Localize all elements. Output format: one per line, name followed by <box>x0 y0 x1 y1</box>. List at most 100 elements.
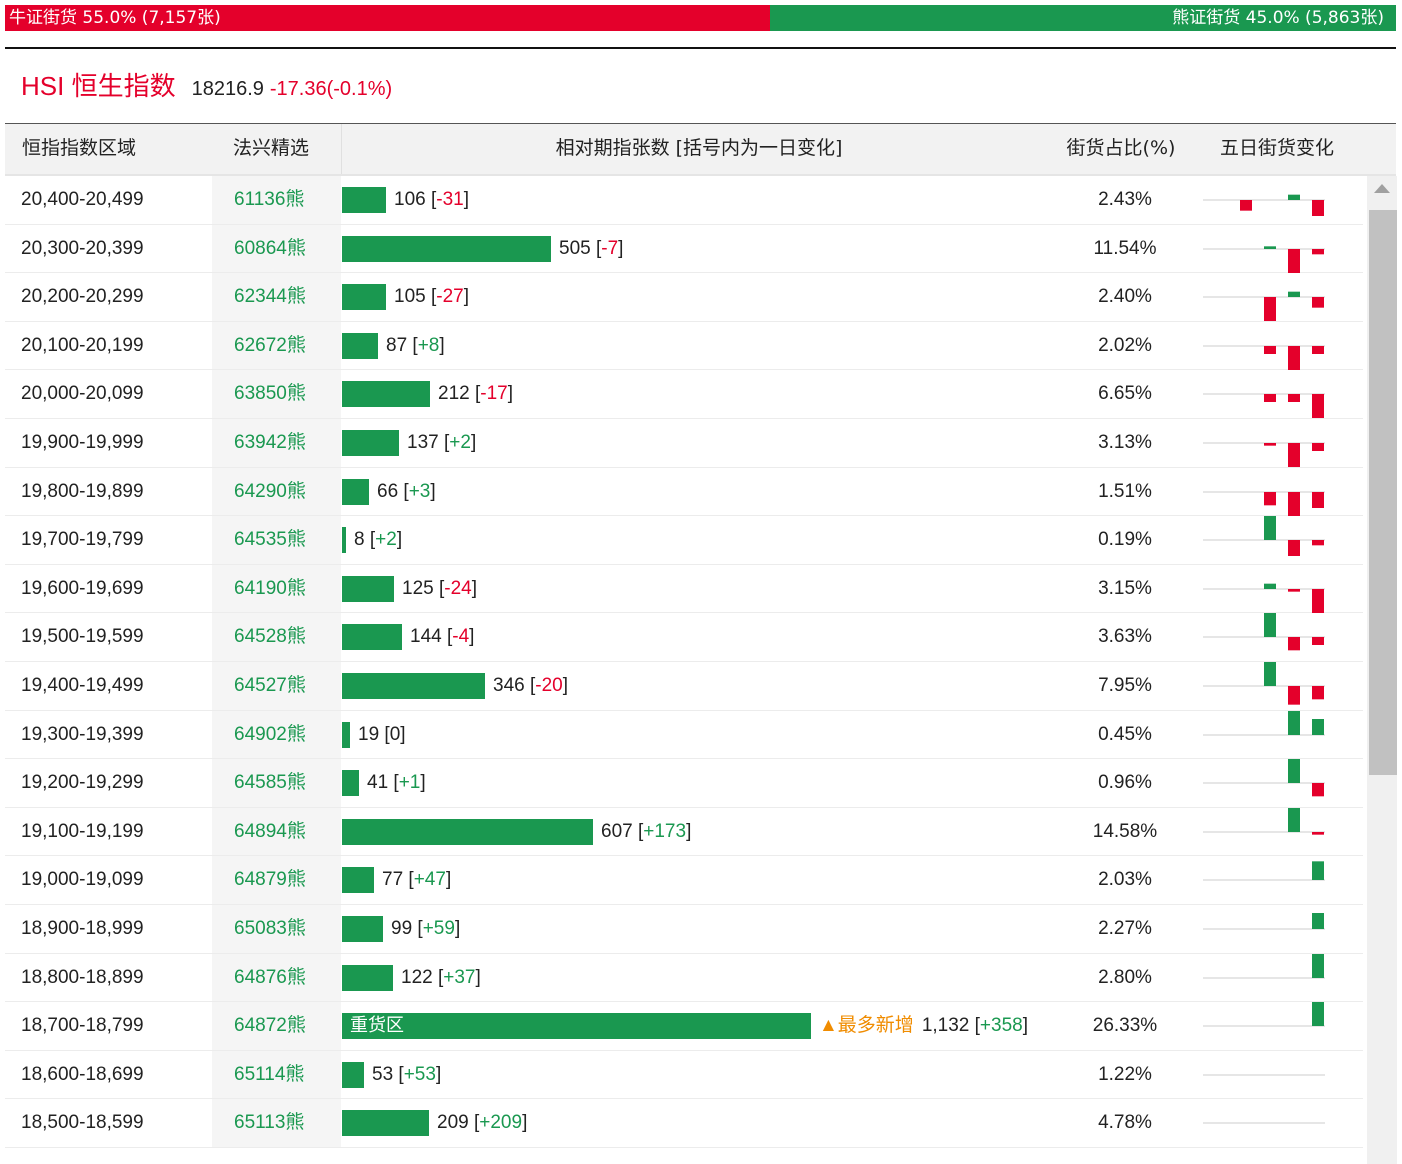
table-row: 18,700-18,799 64872熊 重货区 ▲最多新增 1,132 [+358] 2… <box>5 1002 1363 1051</box>
table-row: 20,000-20,099 63850熊 212 [-17] 6.65% <box>5 370 1363 419</box>
table-row: 19,000-19,099 64879熊 77 [+47] 2.03% <box>5 856 1363 905</box>
contract-count-text: ▲最多新增 1,132 [+358] <box>819 1015 1028 1037</box>
table-row: 20,200-20,299 62344熊 105 [-27] 2.40% <box>5 273 1363 322</box>
contract-count-value: 137 <box>407 431 439 453</box>
five-day-change-sparkline <box>1203 710 1325 736</box>
pick-cell-background <box>212 516 341 564</box>
sparkline-bar <box>1312 588 1324 613</box>
sparkline-bar <box>1264 245 1276 249</box>
five-day-change-sparkline <box>1203 759 1325 797</box>
header-share-percent: 街货占比(%) <box>1066 137 1176 159</box>
share-percent-cell: 4.78% <box>1098 1112 1152 1134</box>
contract-count-value: 19 <box>358 723 380 745</box>
bull-warrant-segment: 牛证街货 55.0% (7,157张) <box>5 5 770 31</box>
index-range-cell: 19,000-19,099 <box>21 869 144 891</box>
sparkline-bar <box>1312 540 1324 546</box>
scroll-up-arrow-icon[interactable] <box>1374 184 1390 193</box>
one-day-change-value: -7 <box>601 237 619 259</box>
index-header: HSI 恒生指数 18216.9 -17.36(-0.1%) <box>21 66 392 106</box>
warrant-code-link[interactable]: 61136熊 <box>234 189 305 210</box>
share-percent-cell: 26.33% <box>1092 1015 1158 1037</box>
five-day-change-sparkline <box>1203 516 1325 557</box>
share-percent-cell: 2.03% <box>1098 869 1152 891</box>
one-day-change-value: +1 <box>398 772 421 794</box>
five-day-change-sparkline <box>1203 1074 1325 1076</box>
vertical-scrollbar[interactable] <box>1367 176 1397 1164</box>
warrant-code-link[interactable]: 64528熊 <box>234 626 306 648</box>
header-five-day-change: 五日街货变化 <box>1219 137 1334 159</box>
contract-count-bar <box>342 429 399 456</box>
table-row: 19,300-19,399 64902熊 19 [0] 0.45% <box>5 710 1363 760</box>
warrant-code-link[interactable]: 62344熊 <box>234 286 306 308</box>
share-percent-cell: 0.19% <box>1098 529 1152 551</box>
contract-count-value: 346 <box>493 674 525 696</box>
warrant-code-link[interactable]: 64872熊 <box>234 1015 306 1037</box>
one-day-change-value: -20 <box>535 674 563 696</box>
warrant-code-link[interactable]: 64876熊 <box>234 966 306 988</box>
contract-count-bar <box>342 187 386 213</box>
sparkline-bar <box>1288 394 1300 403</box>
contract-count-bar <box>342 1013 811 1040</box>
contract-count-text: 87 [+8] <box>386 334 445 356</box>
contract-count-value: 505 <box>559 237 591 259</box>
sparkline-bar <box>1240 200 1252 211</box>
sparkline-bar <box>1312 831 1324 835</box>
contract-count-bar <box>342 915 383 942</box>
share-percent-cell: 2.40% <box>1098 286 1152 308</box>
index-range-cell: 18,800-18,899 <box>21 966 144 988</box>
bear-warrant-segment: 熊证街货 45.0% (5,863张) <box>770 5 1396 31</box>
contract-count-value: 87 <box>386 334 408 356</box>
warrant-code-link[interactable]: 62672熊 <box>234 334 306 356</box>
sparkline-bar <box>1288 710 1300 735</box>
warrant-code-link[interactable]: 65114熊 <box>234 1063 305 1085</box>
warrant-code-link[interactable]: 65113熊 <box>234 1112 305 1134</box>
contract-count-text: 212 [-17] <box>438 383 514 405</box>
contract-count-value: 8 <box>354 529 365 551</box>
sparkline-bar <box>1288 807 1300 832</box>
share-percent-cell: 0.96% <box>1098 772 1152 794</box>
sparkline-bar <box>1288 637 1300 651</box>
contract-count-value: 53 <box>372 1063 394 1085</box>
header-contract-count: 相对期指张数 [括号内为一日变化] <box>341 124 1056 174</box>
index-range-cell: 18,900-18,999 <box>21 917 144 939</box>
contract-count-text: 607 [+173] <box>601 820 692 842</box>
index-range-cell: 19,200-19,299 <box>21 772 144 794</box>
warrant-code-link[interactable]: 64879熊 <box>234 869 306 891</box>
index-range-cell: 20,400-20,499 <box>21 189 144 210</box>
pick-cell-background <box>212 661 341 710</box>
five-day-change-sparkline <box>1203 807 1325 835</box>
warrant-code-link[interactable]: 64190熊 <box>234 577 306 599</box>
warrant-code-link[interactable]: 64290熊 <box>234 480 306 502</box>
share-percent-cell: 2.02% <box>1098 334 1152 356</box>
contract-count-text: 105 [-27] <box>394 286 470 308</box>
contract-count-bar <box>342 964 393 991</box>
contract-count-text: 41 [+1] <box>367 772 426 794</box>
sparkline-bar <box>1312 200 1324 216</box>
index-range-cell: 19,500-19,599 <box>21 626 144 648</box>
warrant-code-link[interactable]: 64527熊 <box>234 674 306 696</box>
contract-count-value: 106 <box>394 189 426 210</box>
contract-count-bar <box>342 1110 429 1137</box>
five-day-change-sparkline <box>1203 345 1325 370</box>
one-day-change-value: +209 <box>479 1112 523 1134</box>
sparkline-bar <box>1264 661 1276 686</box>
one-day-change-value: 0 <box>389 723 401 745</box>
five-day-change-sparkline <box>1203 661 1325 705</box>
share-percent-cell: 2.43% <box>1098 189 1152 210</box>
warrant-code-link[interactable]: 63942熊 <box>234 431 306 453</box>
warrant-code-link[interactable]: 64585熊 <box>234 772 306 794</box>
share-percent-cell: 1.22% <box>1098 1063 1152 1085</box>
sparkline-bar <box>1288 540 1300 557</box>
warrant-code-link[interactable]: 60864熊 <box>234 237 306 259</box>
warrant-code-link[interactable]: 64535熊 <box>234 529 306 551</box>
sparkline-bar <box>1264 345 1276 354</box>
warrant-code-link[interactable]: 65083熊 <box>234 917 306 939</box>
contract-count-text: 125 [-24] <box>402 577 478 599</box>
warrant-code-link[interactable]: 63850熊 <box>234 383 306 405</box>
warrant-distribution-table: 恒指指数区域 法兴精选 相对期指张数 [括号内为一日变化] 街货占比(%) 五日… <box>5 123 1397 1164</box>
warrant-code-link[interactable]: 64902熊 <box>234 723 306 745</box>
header-index-range: 恒指指数区域 <box>22 137 137 159</box>
scrollbar-thumb[interactable] <box>1369 210 1397 775</box>
sparkline-bar <box>1288 588 1300 592</box>
warrant-code-link[interactable]: 64894熊 <box>234 820 306 842</box>
